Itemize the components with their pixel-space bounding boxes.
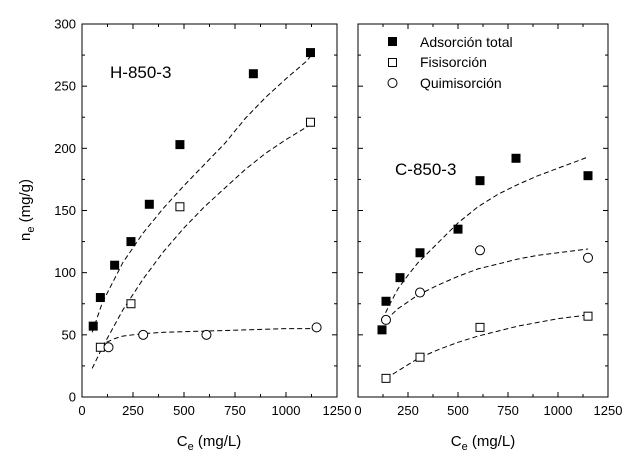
ticks-left: 0 250 500 750 1000 1250 0 50 100 150 200 250 300: [54, 17, 351, 419]
y-axis-label: ne (mg/g): [17, 179, 37, 241]
y-axis-label-main: n: [17, 233, 34, 241]
panel-label-right: C-850-3: [395, 160, 456, 179]
data-point-open-circle-right: [381, 314, 391, 325]
data-point-filled-square-right: [395, 273, 405, 283]
y-tick-label: 250: [54, 79, 76, 94]
data-point-filled-square-left: [110, 260, 120, 270]
x-axis-label-left-sub: e: [188, 441, 194, 453]
y-tick-label: 0: [69, 390, 76, 405]
x-axis-label-left-main: C: [177, 433, 188, 450]
data-point-filled-square-right: [475, 176, 485, 186]
x-tick-label-left: 750: [224, 403, 246, 418]
data-point-open-square-right: [381, 373, 391, 383]
x-axis-label-left: Ce (mg/L): [177, 433, 241, 453]
data-marks-right: [377, 153, 593, 383]
fit-line-left-0: [91, 55, 311, 333]
data-point-open-circle-right: [583, 252, 593, 263]
panel-label-left: H-850-3: [110, 63, 171, 82]
x-tick-label-right: 1250: [594, 403, 623, 418]
x-tick-label-right: 1000: [544, 403, 573, 418]
y-axis-label-unit: (mg/g): [17, 179, 34, 227]
data-point-open-square-left: [305, 117, 315, 127]
y-axis-label-sub: e: [25, 227, 37, 233]
data-point-filled-square-left: [175, 140, 185, 150]
x-axis-label-right-sub: e: [462, 441, 468, 453]
data-point-filled-square-left: [305, 48, 315, 58]
x-axis-label-right-main: C: [451, 433, 462, 450]
data-point-filled-square-left: [248, 69, 258, 79]
fit-line-right-f0: [381, 156, 589, 321]
x-tick-label-left: 500: [173, 403, 195, 418]
ticks-right: 0 250 500 750 1000 1250: [354, 23, 623, 418]
y-tick-label: 50: [62, 327, 76, 342]
panel-left: 0 250 500 750 1000 1250 0 50 100 150 200 250 300 H-8…: [17, 17, 351, 454]
x-axis-label-left-unit: (mg/L): [194, 433, 242, 450]
data-point-filled-square-right: [377, 325, 387, 335]
x-tick-label-left: 1250: [323, 403, 352, 418]
fit-line-right-f1: [385, 314, 589, 379]
data-point-open-square-right: [415, 352, 425, 362]
data-point-filled-square-right: [381, 296, 391, 306]
legend: Adsorción total Fisisorción Quimisorción: [387, 34, 513, 91]
fit-lines-right: [381, 156, 589, 379]
x-tick-label-right: 250: [397, 403, 419, 418]
data-point-open-circle-left: [138, 329, 149, 340]
data-point-open-square-right: [583, 311, 593, 321]
panel-right: 0 250 500 750 1000 1250 C-850-3 Ce (mg/L) Ads…: [354, 23, 623, 453]
x-tick-label-right: 500: [447, 403, 469, 418]
data-point-open-circle-left: [103, 342, 114, 353]
data-point-filled-square-left: [95, 293, 105, 303]
data-point-filled-square-right: [453, 224, 463, 234]
data-point-open-circle-left: [311, 322, 322, 333]
fit-line-left-f1: [100, 328, 317, 348]
data-point-open-circle-left: [201, 329, 212, 340]
y-tick-label: 200: [54, 141, 76, 156]
legend-label-quimisorcion: Quimisorción: [420, 75, 502, 91]
x-axis-label-right: Ce (mg/L): [451, 433, 515, 453]
x-axis-label-right-unit: (mg/L): [468, 433, 516, 450]
y-tick-label: 100: [54, 265, 76, 280]
data-point-open-square-left: [175, 202, 185, 212]
legend-marker-adsorcion-total: [388, 37, 397, 46]
legend-marker-quimisorcion: [387, 78, 398, 88]
data-point-filled-square-right: [511, 153, 521, 163]
data-point-open-square-right: [475, 322, 485, 332]
x-tick-label-left: 250: [122, 403, 144, 418]
legend-marker-fisisorcion: [388, 58, 397, 67]
data-point-filled-square-right: [415, 248, 425, 258]
x-tick-label-left: 1000: [272, 403, 301, 418]
fit-line-right-f2: [385, 248, 589, 321]
data-point-open-circle-right: [475, 245, 485, 256]
data-point-filled-square-left: [88, 321, 98, 331]
legend-label-fisisorcion: Fisisorción: [420, 54, 487, 70]
data-marks-left: [88, 48, 322, 353]
x-tick-label-right: 750: [497, 403, 519, 418]
data-point-open-square-left: [126, 299, 136, 309]
legend-label-adsorcion-total: Adsorción total: [420, 34, 513, 50]
x-tick-label-right: 0: [354, 403, 361, 418]
data-point-filled-square-right: [583, 171, 593, 181]
fit-line-left-f0: [91, 124, 311, 369]
y-tick-label: 150: [54, 203, 76, 218]
fit-lines-left: [91, 55, 317, 369]
x-tick-label-left: 0: [78, 403, 85, 418]
data-point-filled-square-left: [144, 199, 154, 209]
data-point-open-circle-right: [415, 287, 425, 298]
data-point-filled-square-left: [126, 237, 136, 247]
y-tick-label: 300: [54, 17, 76, 32]
data-point-open-square-left: [95, 342, 105, 352]
